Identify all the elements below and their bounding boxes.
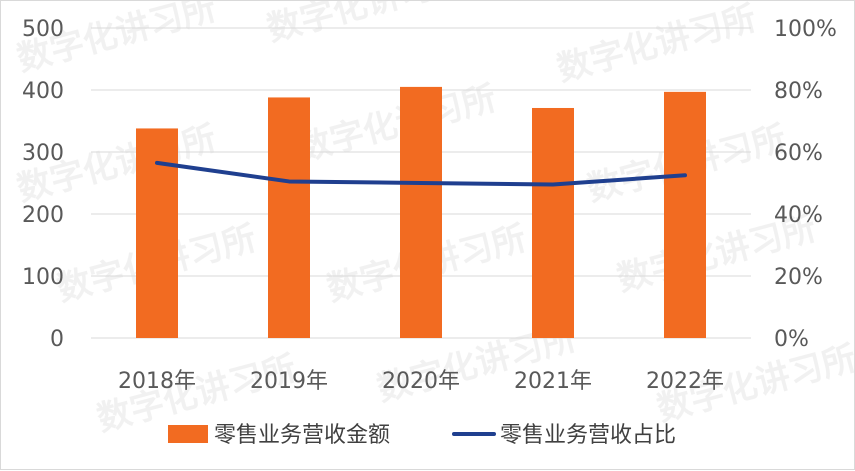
left-axis-tick-label: 100 [22, 265, 64, 290]
left-axis-tick-label: 500 [22, 17, 64, 42]
bar-1 [136, 128, 178, 338]
right-axis-tick-label: 100% [774, 17, 837, 42]
watermark-text: 数字化讲习所 [553, 1, 760, 90]
left-axis-tick-label: 200 [22, 203, 64, 228]
right-axis-tick-label: 40% [774, 203, 823, 228]
right-axis-ticks: 0% 20% 40% 60% 80% 100% [774, 17, 837, 352]
x-axis-ticks: 2018年 2019年 2020年 2021年 2022年 [118, 369, 724, 394]
bar-3 [400, 86, 442, 339]
left-axis-ticks: 0 100 200 300 400 500 [22, 17, 64, 352]
x-axis-tick-label: 2021年 [514, 369, 592, 394]
line-series [155, 160, 687, 187]
legend-bar-swatch [168, 425, 208, 443]
watermark-text: 数字化讲习所 [293, 78, 500, 169]
ratio-line [155, 160, 687, 187]
right-axis-tick-label: 0% [774, 327, 809, 352]
legend: 零售业务营收金额 零售业务营收占比 [168, 423, 676, 448]
x-axis-tick-label: 2020年 [382, 369, 460, 394]
left-axis-tick-label: 300 [22, 141, 64, 166]
right-axis-tick-label: 80% [774, 79, 823, 104]
x-axis-tick-label: 2022年 [646, 369, 724, 394]
right-axis-tick-label: 60% [774, 141, 823, 166]
x-axis-tick-label: 2019年 [250, 369, 328, 394]
legend-line-label: 零售业务营收占比 [500, 423, 676, 448]
left-axis-tick-label: 0 [50, 327, 64, 352]
legend-bar-label: 零售业务营收金额 [214, 423, 390, 448]
x-axis-tick-label: 2018年 [118, 369, 196, 394]
bar-2 [268, 97, 310, 338]
watermark-text: 数字化讲习所 [263, 1, 470, 50]
bar-5 [664, 91, 706, 338]
left-axis-tick-label: 400 [22, 79, 64, 104]
right-axis-tick-label: 20% [774, 265, 823, 290]
bar-4 [532, 107, 574, 338]
bar-series [136, 86, 706, 339]
